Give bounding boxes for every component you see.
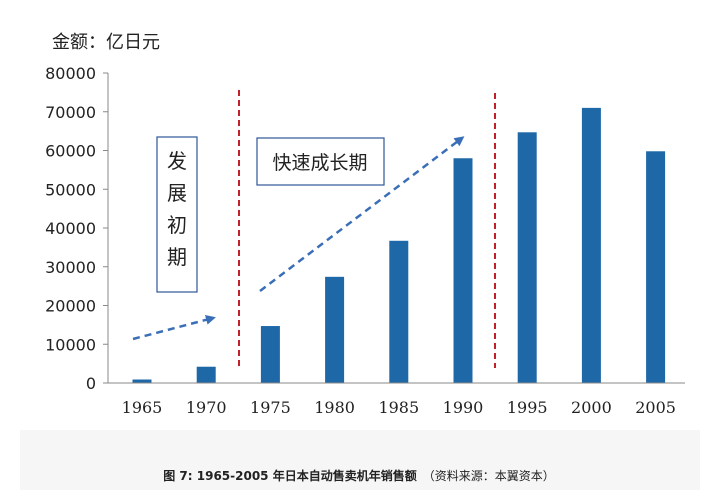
y-axis: 0 10000 20000 30000 40000 50000 60000 70000 8000… [45,64,109,393]
x-tick-label: 2000 [571,398,612,417]
y-tick-label: 80000 [45,64,96,83]
bars [132,107,666,383]
x-tick-label: 1970 [186,398,227,417]
bar-1965 [132,379,152,383]
x-axis: 1965 1970 1975 1980 1985 1990 1995 2000 2005 [108,382,685,417]
y-tick-label: 40000 [45,219,96,238]
y-tick-label: 10000 [45,335,96,354]
unit-label: 金额：亿日元 [52,32,160,53]
bar-1980 [325,276,345,383]
bar-1990 [453,158,473,383]
caption-band [20,430,700,490]
x-tick-label: 1975 [250,398,291,417]
phase1-char: 初 [167,213,187,237]
bar-1975 [260,326,280,383]
figure-caption: 图 7: 1965-2005 年日本自动售卖机年销售额 （资料来源：本翼资本） [0,467,718,484]
y-tick-label: 20000 [45,297,96,316]
phase2-label: 快速成长期 [272,152,367,174]
bar-1995 [517,132,537,383]
y-tick-label: 60000 [45,142,96,161]
x-tick-label: 1995 [507,398,548,417]
bar-2000 [581,107,601,383]
y-tick-label: 30000 [45,258,96,277]
caption-source: （资料来源：本翼资本） [422,469,555,483]
y-tick-label: 70000 [45,103,96,122]
phase1-char: 展 [167,181,187,205]
y-tick-label: 50000 [45,180,96,199]
phase1-char: 期 [167,245,187,269]
x-tick-label: 2005 [635,398,676,417]
caption-title: 图 7: 1965-2005 年日本自动售卖机年销售额 [163,469,417,483]
x-tick-label: 1985 [378,398,419,417]
phase2-box [256,137,385,186]
x-tick-label: 1990 [443,398,484,417]
phase1-arrow [132,314,216,341]
phase2-arrow [259,136,465,292]
phase1-box [156,136,198,293]
y-tick-label: 0 [86,374,96,393]
phase1-char: 发 [167,149,187,173]
bar-1970 [196,366,216,383]
chart: 0 10000 20000 30000 40000 50000 60000 70000 8000… [45,32,685,417]
x-tick-label: 1980 [314,398,355,417]
bar-2005 [646,151,666,383]
x-tick-label: 1965 [122,398,163,417]
bar-1985 [389,240,409,383]
